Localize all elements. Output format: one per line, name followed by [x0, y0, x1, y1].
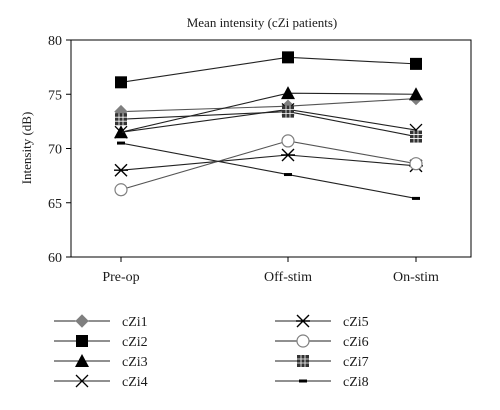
data-point [115, 76, 127, 89]
data-point [114, 183, 128, 197]
series-line [120, 142, 417, 199]
legend-label: cZi4 [122, 375, 148, 390]
data-point [115, 113, 127, 126]
series-cZi2 [115, 51, 422, 89]
data-point [281, 148, 295, 162]
plot-frame [70, 39, 472, 258]
legend-marker [75, 374, 89, 388]
series-line [120, 154, 417, 171]
x-tick-label: Off-stim [264, 270, 312, 285]
data-point [410, 130, 422, 143]
series-cZi1 [114, 91, 423, 119]
y-tick-label: 75 [48, 88, 62, 103]
legend-marker-hatch [297, 355, 309, 367]
data-point [412, 196, 420, 200]
data-point [282, 51, 294, 64]
legend-marker [297, 355, 309, 367]
plot-area: 60 65 70 75 80 Pre-op Off-stim On-stim [48, 34, 472, 285]
legend-item: cZi6 [275, 334, 369, 350]
legend-item: cZi1 [54, 314, 148, 330]
legend-label: cZi7 [343, 355, 369, 370]
legend-label: cZi5 [343, 315, 369, 330]
y-tick-label: 80 [48, 34, 62, 49]
legend-marker [299, 379, 307, 383]
data-point [282, 105, 294, 118]
legend-label: cZi8 [343, 375, 369, 390]
data-point [117, 141, 125, 145]
series-cZi7 [115, 105, 422, 143]
legend-item: cZi4 [54, 374, 148, 390]
legend-marker [75, 314, 89, 328]
data-point-hatch [115, 113, 127, 126]
y-tick-label: 70 [48, 143, 62, 158]
legend-marker [76, 335, 88, 347]
series-line [120, 111, 417, 138]
legend-item: cZi2 [54, 335, 148, 350]
legend-label: cZi1 [122, 315, 148, 330]
x-tick-label: On-stim [393, 270, 439, 285]
y-tick-label: 60 [48, 251, 62, 266]
y-tick-label: 65 [48, 197, 62, 212]
data-point [409, 157, 423, 171]
legend-label: cZi6 [343, 335, 369, 350]
data-point [281, 86, 295, 100]
series-cZi6 [114, 134, 423, 197]
data-point [409, 87, 423, 101]
legend-marker [296, 334, 310, 348]
data-point [114, 163, 128, 177]
legend-item: cZi5 [275, 314, 369, 330]
legend-label: cZi2 [122, 335, 148, 350]
series-cZi5 [114, 148, 423, 177]
data-point-hatch [410, 130, 422, 143]
data-point [281, 134, 295, 148]
series-line [120, 140, 417, 191]
series-cZi8 [117, 141, 420, 200]
x-tick-label: Pre-op [102, 270, 139, 285]
data-point [410, 57, 422, 70]
legend-item: cZi3 [54, 354, 148, 370]
data-point-hatch [282, 105, 294, 118]
legend-marker [75, 354, 89, 367]
y-axis-label: Intensity (dB) [19, 112, 34, 185]
data-point [284, 173, 292, 177]
legend-item: cZi7 [275, 355, 369, 370]
series-line [120, 56, 417, 83]
legend-item: cZi8 [275, 375, 369, 390]
legend: cZi1 cZi2 cZi3 cZi4 cZi5 cZi6 cZi7 cZi8 [54, 314, 369, 390]
chart-title: Mean intensity (cZi patients) [187, 15, 338, 30]
legend-marker [296, 314, 310, 328]
data-point [114, 125, 128, 139]
series-line [120, 98, 417, 113]
series-cZi4 [114, 102, 423, 139]
legend-label: cZi3 [122, 355, 148, 370]
